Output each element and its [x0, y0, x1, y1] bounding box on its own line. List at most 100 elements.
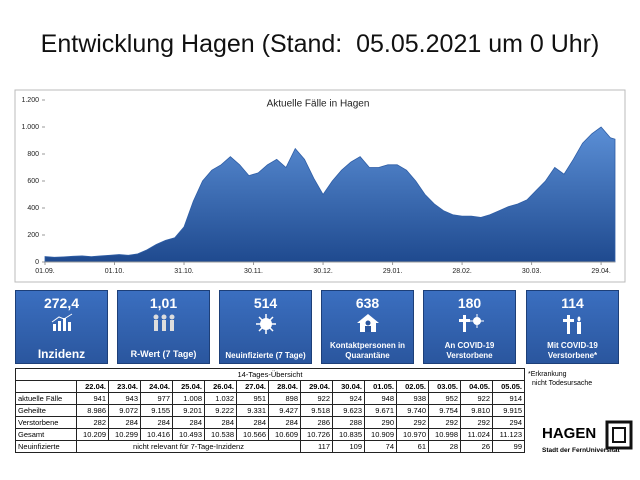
table-cell: 10.835: [332, 428, 365, 441]
table-cell: 292: [428, 416, 461, 429]
icon: [458, 314, 484, 332]
tile-label: Kontaktpersonen in Quarantäne: [329, 341, 406, 360]
column-header: 30.04.: [332, 380, 365, 393]
logo-mark: [612, 427, 626, 443]
table-row: 14-Tages-Übersicht: [15, 368, 525, 381]
icon: [255, 314, 276, 334]
table-cell: 898: [268, 392, 301, 405]
table-cell: 10.493: [172, 428, 205, 441]
table-row: aktuelle Fälle 941 943 977 1.008 1.032 951 898 9…: [15, 392, 525, 405]
table-cell: 74: [364, 440, 397, 453]
table-row: Geheilte 8.986 9.072 9.155 9.201 9.222 9.331 9.…: [15, 404, 525, 417]
tile: 1,01 R-Wert (7 Tage): [117, 290, 210, 364]
y-tick-label: 600: [27, 178, 39, 185]
row-label: Neuinfizierte: [15, 440, 77, 453]
table-cell: 9.915: [492, 404, 525, 417]
logo: HAGEN Stadt der FernUniversität: [542, 420, 633, 454]
table-cell: 9.222: [204, 404, 237, 417]
y-tick-label: 1.200: [21, 97, 39, 104]
table-cell: 61: [396, 440, 429, 453]
tile: 114 Mit COVID-19 Verstorbene*: [526, 290, 619, 364]
table-cell: 284: [236, 416, 269, 429]
tile-value: 272,4: [43, 295, 80, 311]
overview-table: 14-Tages-Übersicht 22.04. 23.04. 24.04. 25.0…: [15, 368, 525, 453]
table-cell: 938: [396, 392, 429, 405]
table-note: nicht relevant für 7-Tage-Inzidenz: [76, 440, 301, 453]
table-cell: 1.032: [204, 392, 237, 405]
table-cell: 9.072: [108, 404, 141, 417]
table-cell: 26: [460, 440, 493, 453]
row-label: Geheilte: [15, 404, 77, 417]
table-cell: 8.986: [76, 404, 109, 417]
table-corner: [15, 380, 77, 393]
table-cell: 9.754: [428, 404, 461, 417]
footnote-line: nicht Todesursache: [532, 380, 593, 387]
table-cell: 10.209: [76, 428, 109, 441]
page-title: Entwicklung Hagen (Stand: 05.05.2021 um …: [40, 30, 600, 58]
column-header: 29.04.: [300, 380, 333, 393]
logo-mark: [605, 420, 633, 450]
tile-label: Mit COVID-19 Verstorbene*: [547, 341, 598, 360]
table-cell: 9.623: [332, 404, 365, 417]
column-header: 02.05.: [396, 380, 429, 393]
table-cell: 9.671: [364, 404, 397, 417]
tile-label: R-Wert (7 Tage): [130, 349, 197, 359]
table-cell: 286: [300, 416, 333, 429]
icon: [356, 314, 379, 332]
x-tick-label: 01.10.: [105, 268, 125, 275]
tile: 180 An COVID-19 Verstorbene: [423, 290, 516, 364]
y-tick-label: 400: [27, 205, 39, 212]
logo-subtitle: Stadt der FernUniversität: [542, 447, 620, 454]
tile-value: 180: [457, 295, 482, 311]
y-tick-label: 1.000: [21, 124, 39, 131]
tile-label: Inzidenz: [37, 347, 86, 361]
tile-label: Neuinfizierte (7 Tage): [225, 351, 306, 360]
table-cell: 294: [492, 416, 525, 429]
chart-title: Aktuelle Fälle in Hagen: [267, 99, 370, 110]
column-header: 24.04.: [140, 380, 173, 393]
table-cell: 290: [364, 416, 397, 429]
table-cell: 9.518: [300, 404, 333, 417]
table-cell: 9.331: [236, 404, 269, 417]
table-cell: 10.726: [300, 428, 333, 441]
table-cell: 941: [76, 392, 109, 405]
tile-value: 638: [355, 295, 380, 311]
x-tick-label: 29.04.: [591, 268, 611, 275]
tile: 272,4 Inzidenz: [15, 290, 108, 364]
table-cell: 9.740: [396, 404, 429, 417]
column-header: 28.04.: [268, 380, 301, 393]
table-cell: 10.566: [236, 428, 269, 441]
table-cell: 284: [204, 416, 237, 429]
icon: [51, 313, 72, 331]
table-cell: 99: [492, 440, 525, 453]
table-cell: 284: [268, 416, 301, 429]
y-tick-label: 0: [35, 259, 39, 266]
table-cell: 10.416: [140, 428, 173, 441]
table-row: 22.04. 23.04. 24.04. 25.04. 26.04. 27.04. 28.0…: [15, 380, 525, 393]
table-row: Neuinfizierte nicht relevant für 7-Tage-I…: [15, 440, 525, 453]
table-cell: 10.998: [428, 428, 461, 441]
table-cell: 282: [76, 416, 109, 429]
column-header: 26.04.: [204, 380, 237, 393]
table-cell: 922: [300, 392, 333, 405]
table-cell: 9.427: [268, 404, 301, 417]
column-header: 25.04.: [172, 380, 205, 393]
column-header: 03.05.: [428, 380, 461, 393]
table-cell: 284: [108, 416, 141, 429]
table-cell: 28: [428, 440, 461, 453]
column-header: 05.05.: [492, 380, 525, 393]
table-cell: 11.123: [492, 428, 525, 441]
column-header: 23.04.: [108, 380, 141, 393]
area: [44, 126, 616, 263]
table-cell: 117: [300, 440, 333, 453]
x-tick-label: 29.01.: [383, 268, 403, 275]
x-tick-label: 31.10.: [174, 268, 194, 275]
table-row: Verstorbene 282 284 284 284 284 284 284 286 288 29…: [15, 416, 525, 429]
y-tick-label: 200: [27, 232, 39, 239]
tile-label: An COVID-19 Verstorbene: [444, 341, 495, 360]
table-cell: 10.609: [268, 428, 301, 441]
column-header: 01.05.: [364, 380, 397, 393]
row-label: Verstorbene: [15, 416, 77, 429]
table-cell: 284: [140, 416, 173, 429]
